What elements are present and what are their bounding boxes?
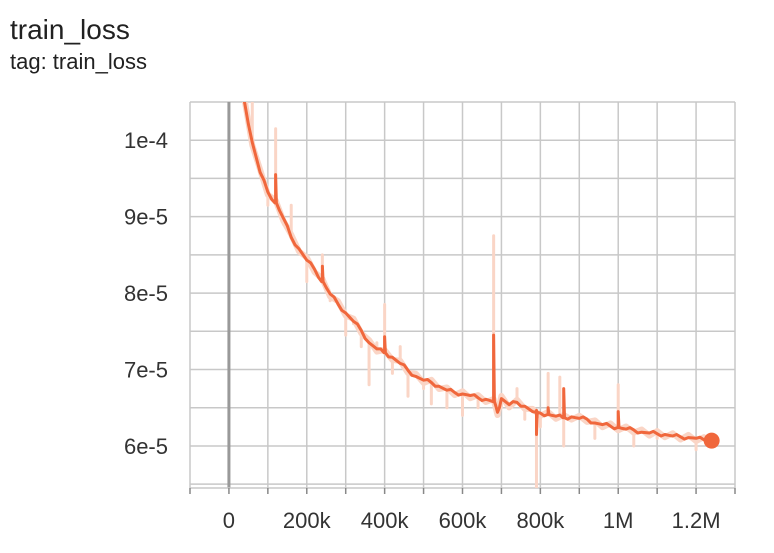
chart-header: train_loss tag: train_loss xyxy=(10,12,147,76)
x-tick-label: 1.2M xyxy=(672,508,721,533)
grid xyxy=(189,101,736,488)
y-tick-label: 6e-5 xyxy=(124,434,168,459)
x-tick-label: 600k xyxy=(439,508,488,533)
tick-labels: 6e-5 7e-5 8e-5 9e-5 1e-4 0 200k 400k 600k 800k 1M 1… xyxy=(124,128,721,533)
y-tick-label: 8e-5 xyxy=(124,281,168,306)
x-tick-label: 800k xyxy=(516,508,565,533)
x-tick-label: 400k xyxy=(361,508,410,533)
x-tick-label: 200k xyxy=(283,508,332,533)
y-tick-label: 7e-5 xyxy=(124,358,168,383)
x-tick-label: 0 xyxy=(223,508,235,533)
last-point-marker[interactable] xyxy=(703,432,720,449)
y-tick-label: 1e-4 xyxy=(124,128,168,153)
axes xyxy=(189,102,736,494)
y-tick-label: 9e-5 xyxy=(124,205,168,230)
x-tick-label: 1M xyxy=(603,508,634,533)
chart-tag-label: tag: train_loss xyxy=(10,49,147,74)
smoothed-series-line xyxy=(243,102,714,444)
chart-title: train_loss xyxy=(10,14,130,45)
smoothed-series xyxy=(243,102,714,444)
